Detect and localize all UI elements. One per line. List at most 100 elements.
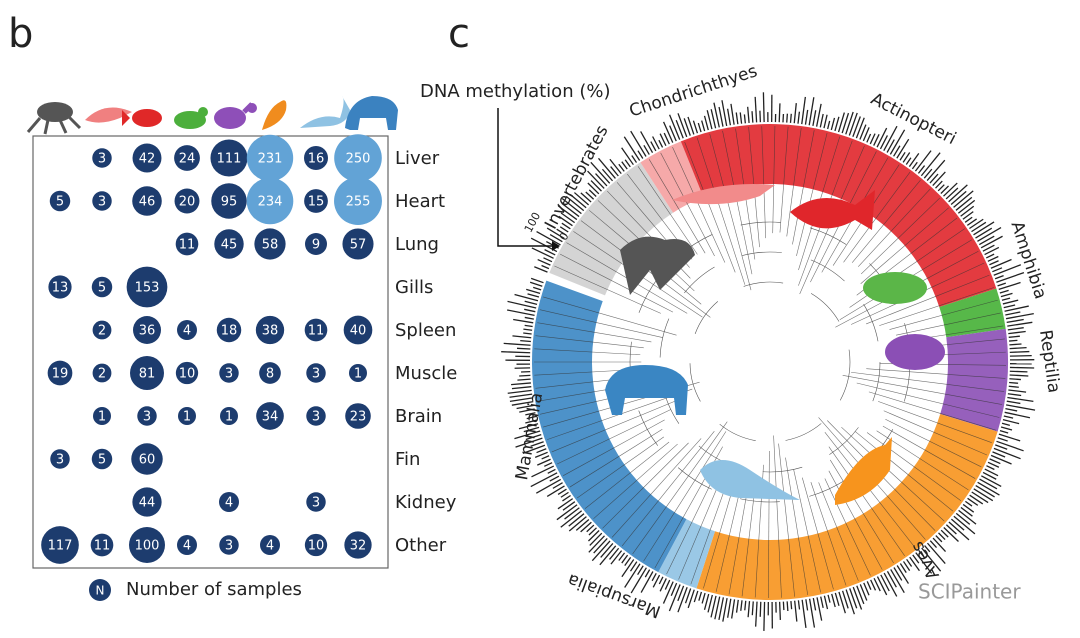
methylation-bar	[1000, 426, 1013, 431]
tissue-label: Spleen	[395, 320, 456, 341]
sample-count: 4	[225, 496, 233, 511]
methylation-bar	[955, 196, 973, 211]
methylation-bar	[926, 159, 946, 182]
branch	[792, 130, 815, 245]
methylation-bar	[896, 565, 910, 584]
methylation-bar	[950, 518, 965, 531]
methylation-bar	[893, 145, 901, 157]
methylation-bar	[859, 584, 868, 601]
methylation-bar	[710, 109, 717, 129]
sample-count: 3	[312, 367, 320, 382]
methylation-bar	[978, 235, 995, 246]
methylation-bar	[557, 488, 567, 495]
methylation-bar	[953, 190, 974, 208]
branch	[761, 126, 766, 239]
branch	[860, 197, 940, 275]
methylation-bar	[786, 113, 789, 123]
methylation-bar	[838, 591, 846, 614]
methylation-bar	[960, 506, 973, 517]
methylation-bar	[808, 97, 815, 126]
methylation-bar	[979, 478, 998, 490]
methylation-bar	[987, 255, 999, 262]
kangaroo	[700, 460, 800, 500]
methylation-bar	[915, 552, 933, 574]
sample-bubble	[304, 533, 328, 557]
sample-count: 15	[308, 195, 325, 210]
methylation-bar	[801, 96, 807, 125]
methylation-bar	[841, 112, 850, 134]
sample-count: 231	[258, 152, 283, 167]
sample-bubble	[334, 134, 382, 182]
methylation-bar	[692, 120, 699, 134]
methylation-bar	[640, 571, 654, 593]
sample-count: 3	[312, 496, 320, 511]
clade-label: Marsupialia	[565, 569, 663, 621]
sample-count: 1	[225, 410, 233, 425]
methylation-bar	[876, 576, 888, 596]
methylation-bar	[503, 342, 531, 346]
methylation-bar	[561, 203, 580, 218]
methylation-bar	[876, 127, 888, 148]
sample-bubble	[92, 320, 112, 340]
methylation-bar	[1009, 350, 1030, 354]
methylation-bar	[591, 540, 611, 562]
branch	[851, 179, 921, 263]
methylation-bar	[943, 527, 959, 542]
methylation-bar	[706, 110, 713, 130]
methylation-bar	[609, 547, 620, 560]
branch	[785, 457, 809, 596]
branch	[643, 431, 727, 562]
methylation-bar	[590, 180, 602, 192]
methylation-bar	[701, 120, 706, 132]
sample-bubble	[255, 315, 285, 345]
methylation-bar	[945, 524, 957, 535]
methylation-bar	[1000, 292, 1013, 298]
sample-bubble	[256, 402, 284, 430]
methylation-bar	[707, 594, 713, 613]
sample-bubble	[214, 229, 244, 259]
methylation-bar	[662, 581, 674, 604]
sample-count: 46	[139, 195, 156, 210]
watermark: SCIPainter	[918, 580, 1021, 604]
methylation-bar	[1003, 304, 1016, 309]
clade-band	[696, 414, 998, 600]
methylation-bar	[804, 109, 809, 125]
methylation-bar	[541, 264, 550, 270]
methylation-bar	[547, 468, 556, 474]
sample-bubble	[132, 186, 162, 216]
methylation-bar	[509, 393, 533, 398]
methylation-bar	[1008, 335, 1020, 338]
methylation-bar	[997, 437, 1008, 442]
methylation-bar	[921, 547, 942, 572]
clade-band	[532, 280, 687, 573]
methylation-bar	[565, 195, 585, 212]
methylation-bar	[507, 300, 537, 309]
methylation-bar	[899, 151, 906, 161]
sample-count: 1	[98, 410, 106, 425]
sample-count: 234	[258, 195, 283, 210]
methylation-bar	[754, 96, 758, 123]
methylation-bar	[511, 382, 531, 386]
methylation-bar	[643, 144, 650, 155]
sample-bubble	[177, 535, 197, 555]
methylation-bar	[530, 441, 544, 447]
methylation-bar	[982, 471, 997, 480]
methylation-bar	[820, 596, 824, 609]
methylation-bar	[526, 415, 537, 420]
legend-symbol-circle	[89, 579, 111, 601]
methylation-bar	[522, 444, 546, 455]
sample-count: 10	[179, 367, 196, 382]
branch	[824, 478, 871, 576]
sample-bubble	[344, 531, 372, 559]
sample-count: 42	[139, 152, 156, 167]
sample-bubble	[259, 362, 281, 384]
sample-bubble	[92, 148, 112, 168]
methylation-bar	[866, 133, 872, 143]
methylation-bar	[621, 161, 628, 170]
methylation-bar	[973, 488, 994, 502]
methylation-bar	[917, 165, 926, 174]
methylation-bar	[909, 556, 920, 572]
sample-count: 8	[266, 367, 274, 382]
clade-label: Amphibia	[1006, 219, 1050, 302]
sample-bubble	[48, 275, 72, 299]
